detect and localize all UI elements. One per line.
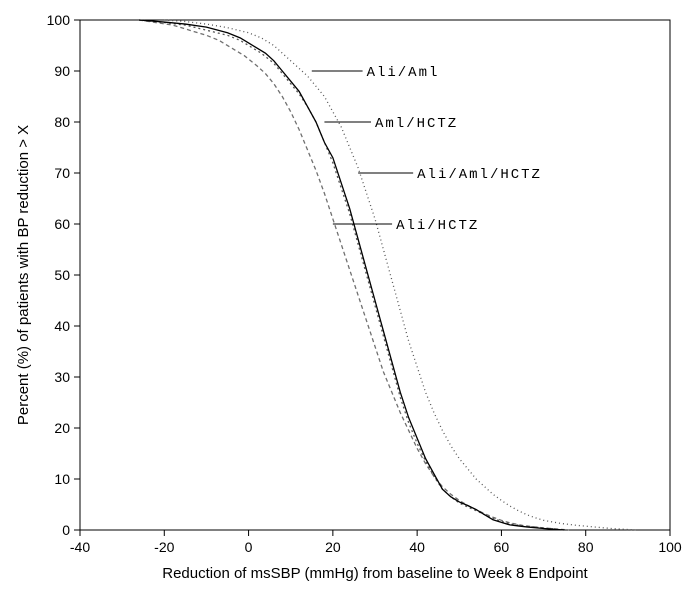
- svg-text:30: 30: [54, 369, 70, 385]
- svg-text:-20: -20: [154, 539, 174, 555]
- svg-text:-40: -40: [70, 539, 90, 555]
- chart-svg: -40 -20 0 20 40 60 80 100 0 10 20 30 40 50 60 70 80 90 100…: [0, 0, 699, 596]
- series-ali_hctz: [139, 20, 569, 530]
- svg-text:80: 80: [578, 539, 594, 555]
- svg-text:100: 100: [658, 539, 682, 555]
- svg-text:60: 60: [494, 539, 510, 555]
- svg-text:70: 70: [54, 165, 70, 181]
- annotation-label-ali_aml: Ali/Aml: [367, 65, 440, 81]
- svg-text:80: 80: [54, 114, 70, 130]
- svg-text:Reduction of msSBP (mmHg) from: Reduction of msSBP (mmHg) from baseline …: [162, 565, 588, 582]
- svg-text:0: 0: [62, 522, 70, 538]
- svg-text:20: 20: [325, 539, 341, 555]
- annotation-label-ali_hctz: Ali/HCTZ: [396, 218, 479, 234]
- annotation-label-aml_hctz: Aml/HCTZ: [375, 116, 458, 132]
- svg-text:40: 40: [409, 539, 425, 555]
- svg-text:50: 50: [54, 267, 70, 283]
- svg-text:100: 100: [47, 12, 71, 28]
- annotation-label-ali_aml_hctz: Ali/Aml/HCTZ: [417, 167, 542, 183]
- svg-text:60: 60: [54, 216, 70, 232]
- svg-text:10: 10: [54, 471, 70, 487]
- svg-text:90: 90: [54, 63, 70, 79]
- svg-text:Percent (%) of patients with B: Percent (%) of patients with BP reductio…: [15, 125, 32, 425]
- svg-text:40: 40: [54, 318, 70, 334]
- series-ali_aml_hctz: [164, 20, 636, 530]
- svg-text:0: 0: [245, 539, 253, 555]
- survival-curve-chart: -40 -20 0 20 40 60 80 100 0 10 20 30 40 50 60 70 80 90 100…: [0, 0, 699, 596]
- svg-text:20: 20: [54, 420, 70, 436]
